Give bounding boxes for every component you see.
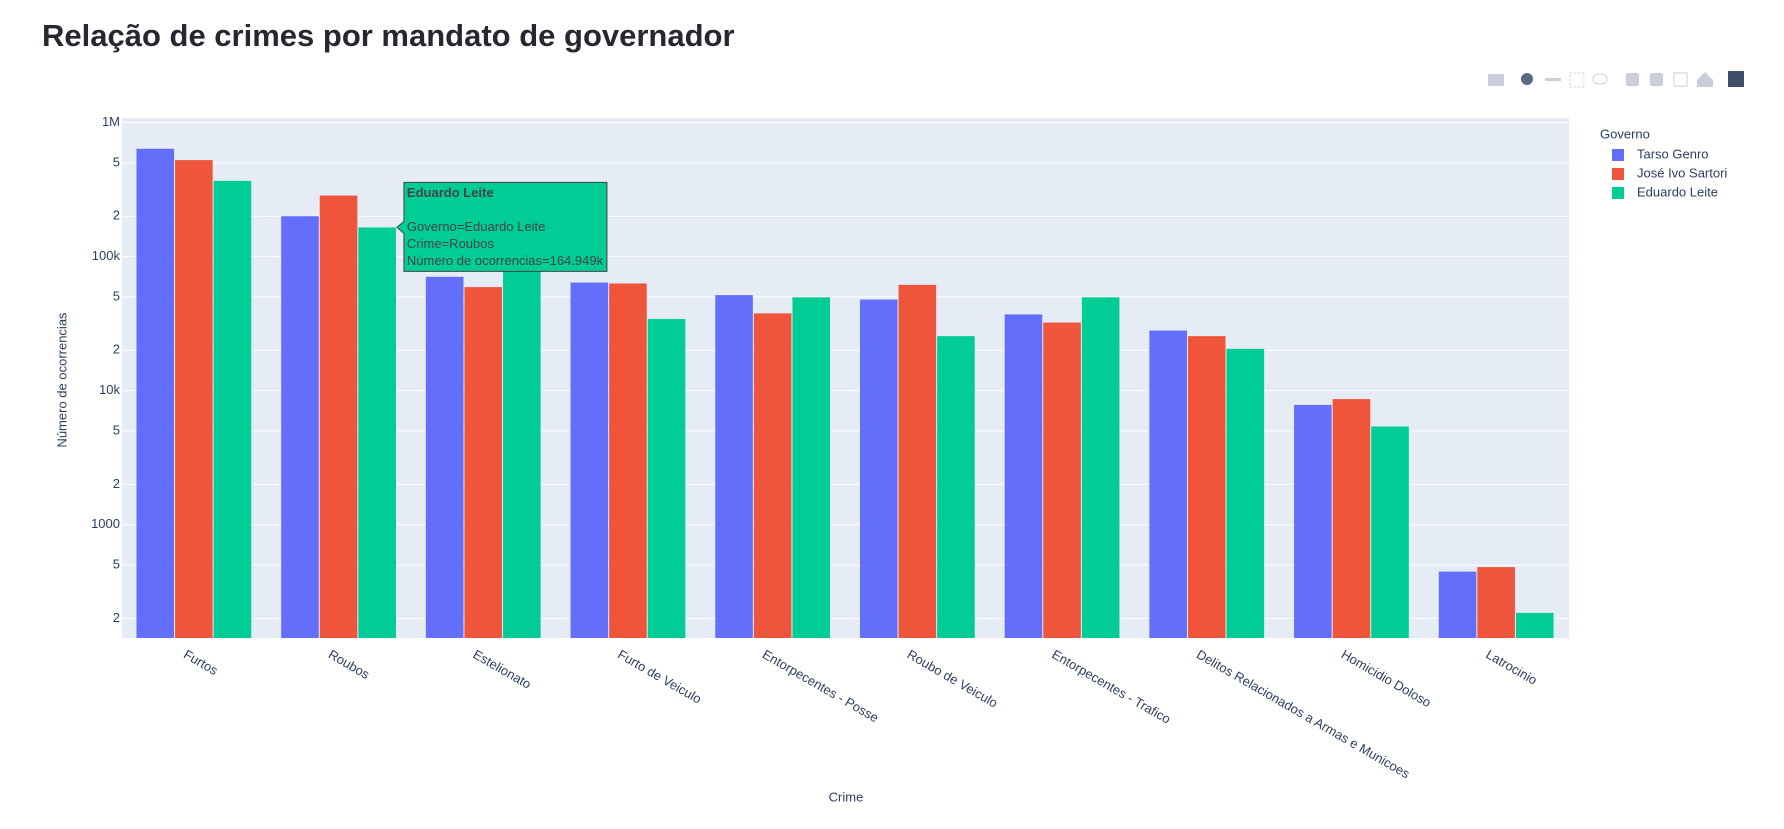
y-tick-label: 100k — [92, 248, 121, 263]
tooltip-line: Crime=Roubos — [407, 236, 495, 251]
legend-swatch — [1612, 187, 1624, 199]
x-tick-label: Furtos — [181, 647, 221, 679]
zoom-in-icon[interactable] — [1626, 73, 1639, 86]
bar — [647, 319, 686, 638]
y-tick-label: 2 — [113, 342, 120, 357]
bar — [1226, 348, 1265, 638]
bar — [1004, 314, 1043, 638]
lasso-icon[interactable] — [1592, 73, 1608, 85]
autoscale-icon[interactable] — [1673, 72, 1688, 87]
tooltip-title: Eduardo Leite — [407, 185, 494, 200]
x-tick-label: Homicidio Doloso — [1339, 647, 1434, 711]
bar — [898, 284, 937, 638]
bar — [1477, 567, 1515, 638]
bar — [281, 216, 319, 638]
y-tick-label: 5 — [113, 422, 120, 437]
x-tick-label: Entorpecentes - Posse — [760, 647, 881, 726]
bar — [792, 297, 831, 638]
y-tick-label: 5 — [113, 154, 120, 169]
x-tick-label: Roubo de Veiculo — [905, 647, 1001, 711]
bar — [319, 195, 358, 638]
reset-icon[interactable] — [1697, 72, 1713, 87]
y-axis-title: Número de ocorrencias — [54, 312, 69, 448]
plotly-logo[interactable] — [1728, 71, 1744, 87]
bar — [136, 148, 175, 639]
y-tick-label: 5 — [113, 288, 120, 303]
x-tick-label: Roubos — [326, 647, 373, 683]
bar — [425, 276, 464, 638]
bar — [859, 299, 898, 638]
bar — [937, 336, 975, 638]
select-icon[interactable] — [1569, 72, 1585, 88]
y-tick-label: 2 — [113, 610, 120, 625]
bar — [1294, 404, 1332, 638]
tooltip: Eduardo Leite Governo=Eduardo Leite Crime=… — [396, 181, 608, 272]
chart-title: Relação de crimes por mandato de governa… — [42, 18, 735, 53]
y-tick-label: 1000 — [91, 516, 120, 531]
x-tick-label: Entorpecentes - Trafico — [1049, 647, 1173, 727]
zoom-icon[interactable] — [1521, 73, 1533, 85]
camera-icon[interactable] — [1488, 74, 1504, 86]
y-tick-label: 2 — [113, 208, 120, 223]
zoom-out-icon[interactable] — [1650, 73, 1663, 86]
tooltip-line: Governo=Eduardo Leite — [407, 219, 545, 234]
y-tick-label: 10k — [99, 382, 120, 397]
bar — [503, 262, 541, 638]
y-tick-label: 1M — [102, 114, 120, 129]
bar — [1149, 330, 1187, 638]
pan-icon[interactable] — [1545, 78, 1561, 81]
tooltip-line: Número de ocorrencias=164.949k — [407, 253, 604, 268]
legend-label: Eduardo Leite — [1637, 184, 1718, 199]
bar — [715, 295, 753, 638]
bar — [570, 282, 609, 638]
bar — [358, 227, 396, 638]
bar — [1081, 297, 1120, 638]
bar — [609, 283, 647, 638]
bar — [1371, 426, 1409, 638]
legend-title: Governo — [1600, 126, 1650, 141]
tooltip-box — [396, 181, 608, 272]
bar — [464, 287, 503, 638]
bar — [175, 160, 213, 638]
legend-label: José Ivo Sartori — [1637, 165, 1727, 180]
bar — [213, 180, 252, 638]
modebar[interactable] — [1488, 71, 1744, 88]
legend-swatch — [1612, 149, 1624, 161]
bar — [1332, 399, 1371, 638]
bar — [1187, 336, 1226, 638]
y-tick-label: 5 — [113, 557, 120, 572]
x-tick-label: Furto de Veiculo — [615, 647, 704, 707]
legend-swatch — [1612, 168, 1624, 180]
y-tick-label: 2 — [113, 476, 120, 491]
x-tick-label: Latrocinio — [1483, 647, 1539, 688]
bar — [1515, 612, 1554, 638]
bar — [1043, 322, 1081, 638]
x-axis-title: Crime — [829, 789, 864, 804]
x-tick-label: Estelionato — [471, 647, 534, 692]
bar — [753, 313, 792, 638]
bar — [1438, 571, 1477, 638]
legend-label: Tarso Genro — [1637, 146, 1709, 161]
